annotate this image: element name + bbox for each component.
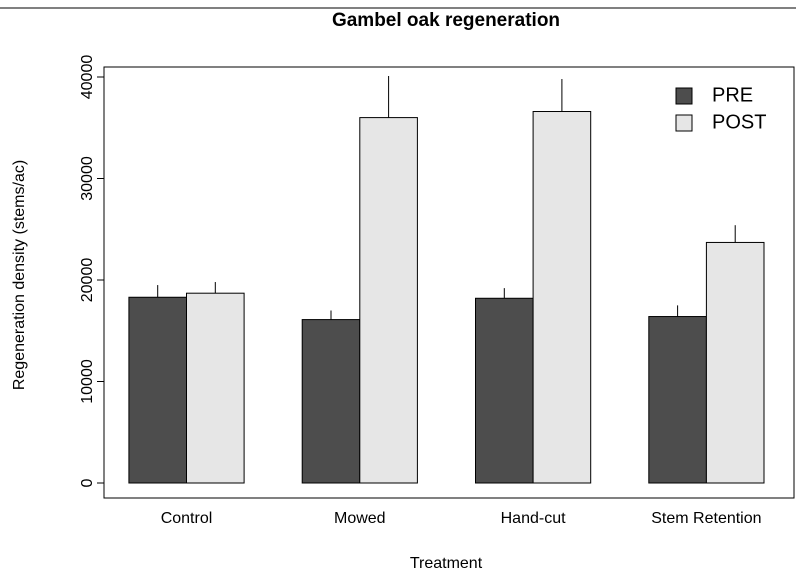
bar <box>301 319 361 484</box>
plot-box <box>103 66 795 499</box>
x-tick-label: Control <box>161 510 213 527</box>
bar <box>359 117 418 484</box>
legend-swatch <box>675 87 693 105</box>
y-tick-label: 20000 <box>79 258 96 303</box>
y-tick-label: 40000 <box>79 55 96 100</box>
y-tick-label: 10000 <box>79 359 96 404</box>
x-axis-label: Treatment <box>410 555 483 572</box>
chart-title: Gambel oak regeneration <box>332 10 560 31</box>
legend-label: PRE <box>712 84 753 106</box>
bar <box>128 296 187 484</box>
legend-swatch <box>675 114 693 132</box>
y-tick-label: 0 <box>79 478 96 487</box>
bar <box>532 111 592 484</box>
legend-label: POST <box>712 111 766 133</box>
bar <box>705 241 765 484</box>
y-axis-label: Regeneration density (stems/ac) <box>11 160 28 390</box>
x-tick-label: Mowed <box>334 510 386 527</box>
bar <box>648 316 707 484</box>
bar <box>475 297 534 484</box>
y-tick-label: 30000 <box>79 156 96 201</box>
bar <box>186 292 245 484</box>
x-tick-label: Stem Retention <box>651 510 761 527</box>
x-tick-label: Hand-cut <box>501 510 566 527</box>
